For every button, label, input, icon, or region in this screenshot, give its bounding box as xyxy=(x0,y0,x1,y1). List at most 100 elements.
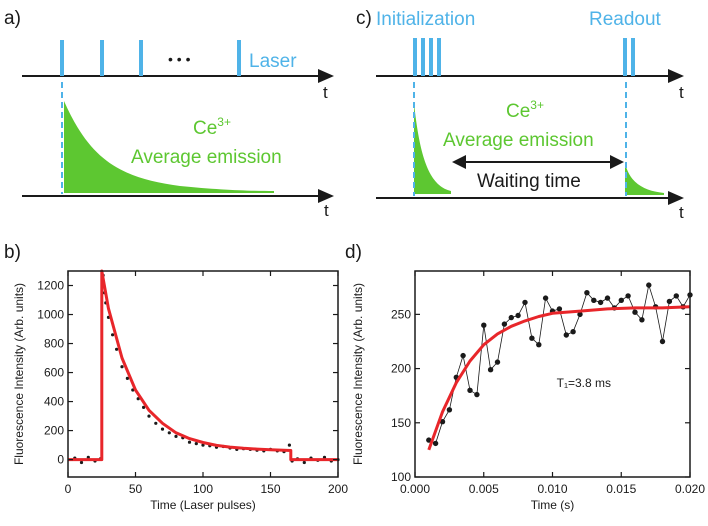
waiting-time-label: Waiting time xyxy=(477,171,581,192)
laser-axis-arrowhead xyxy=(318,69,334,83)
data-point xyxy=(646,282,652,288)
panel-c-label: c) xyxy=(356,8,372,29)
emission-axis-arrowhead-c xyxy=(668,191,684,205)
pulse-axis-arrowhead xyxy=(668,69,684,83)
data-point xyxy=(154,421,158,425)
ellipsis-dots: • • • xyxy=(168,51,191,67)
y-axis-label: Fluorescence Intensity (Arb. units) xyxy=(351,283,365,465)
initialization-label: Initialization xyxy=(376,9,475,30)
readout-pulse xyxy=(631,38,635,76)
laser-pulse xyxy=(237,40,241,76)
fit-curve xyxy=(68,269,338,462)
data-point xyxy=(125,376,129,380)
readout-pulse xyxy=(623,38,627,76)
pulse-axis-t-label: t xyxy=(679,83,684,102)
x-tick-label: 200 xyxy=(328,482,348,496)
data-point xyxy=(467,387,473,393)
data-point xyxy=(201,443,205,447)
data-point xyxy=(536,342,542,348)
emission-axis-t-label: t xyxy=(324,201,329,220)
data-point xyxy=(604,295,611,301)
data-point xyxy=(591,297,597,303)
data-point xyxy=(542,295,549,301)
laser-pulse xyxy=(100,40,104,76)
data-point xyxy=(481,322,487,328)
data-point xyxy=(439,419,446,425)
data-point xyxy=(111,333,115,337)
data-point xyxy=(194,442,198,446)
data-point xyxy=(494,359,501,365)
x-tick-label: 0.010 xyxy=(537,482,567,496)
waiting-time-arrow-right-head xyxy=(610,155,624,169)
data-point xyxy=(508,314,514,321)
data-point xyxy=(563,332,569,338)
data-point xyxy=(79,460,84,465)
data-point xyxy=(142,405,146,409)
x-tick-label: 0.005 xyxy=(469,482,499,496)
data-point xyxy=(515,312,521,319)
plot-frame xyxy=(414,270,691,478)
data-point xyxy=(659,338,666,345)
readout-label: Readout xyxy=(589,9,662,30)
readout-emission-decay-area xyxy=(625,163,664,195)
y-tick-label: 600 xyxy=(44,366,64,380)
y-tick-label: 1200 xyxy=(37,279,64,293)
data-point xyxy=(522,299,528,306)
chart-b: b) 0 50 100 150 200 0 200 400 600 800 1000 1200 Time … xyxy=(4,242,348,512)
y-tick-label: 200 xyxy=(44,424,64,438)
data-point xyxy=(302,460,306,465)
data-point xyxy=(673,293,679,299)
data-point xyxy=(666,298,673,305)
data-point xyxy=(556,306,563,312)
data-point xyxy=(570,329,576,335)
chart-d: d) 0.000 0.005 0.010 0.015 0.020 100 150 200 250 T… xyxy=(345,242,705,512)
data-point xyxy=(187,440,192,444)
fit-annotation: T₁=3.8 ms xyxy=(557,376,611,390)
y-tick-label: 200 xyxy=(391,362,411,376)
data-point xyxy=(115,347,119,351)
data-point xyxy=(446,407,453,413)
emission-decay-area xyxy=(64,101,274,193)
data-point xyxy=(432,440,439,447)
fit-curve xyxy=(427,305,691,451)
x-tick-label: 0.020 xyxy=(675,482,705,496)
panel-c: c) Initialization Readout t t Ce3+ Avera… xyxy=(356,8,684,222)
data-point xyxy=(618,297,624,303)
data-point xyxy=(147,414,151,418)
y-tick-label: 800 xyxy=(44,337,64,351)
data-point xyxy=(501,321,508,327)
data-point xyxy=(597,299,604,306)
panel-label: d) xyxy=(345,242,362,263)
y-tick-label: 150 xyxy=(391,416,411,430)
laser-pulse xyxy=(139,40,143,76)
y-axis-label: Fluorescence Intensity (Arb. units) xyxy=(12,283,26,465)
initialization-pulse xyxy=(437,38,441,76)
data-point xyxy=(529,335,535,341)
data-point xyxy=(287,443,291,447)
x-tick-label: 0 xyxy=(65,482,72,496)
data-point xyxy=(639,317,645,323)
data-point xyxy=(625,293,631,299)
x-axis-label: Time (Laser pulses) xyxy=(150,498,256,512)
x-tick-label: 0.000 xyxy=(400,482,430,496)
data-point xyxy=(426,437,432,443)
emission-axis-arrowhead xyxy=(318,189,334,203)
data-point xyxy=(577,311,583,318)
emission-species-label: Ce3+ xyxy=(193,115,231,139)
emission-species-label-c: Ce3+ xyxy=(506,98,544,122)
emission-description-label: Average emission xyxy=(131,147,282,168)
laser-label: Laser xyxy=(249,51,297,72)
x-axis-label: Time (s) xyxy=(531,498,575,512)
y-tick-label: 100 xyxy=(391,470,411,484)
waiting-time-arrow-left-head xyxy=(452,155,466,169)
panel-a: a) t • • • Laser t Ce3+ Average emission xyxy=(4,8,334,220)
y-tick-label: 1000 xyxy=(37,308,64,322)
laser-axis-t-label: t xyxy=(323,83,328,102)
data-point xyxy=(474,391,480,398)
x-tick-label: 150 xyxy=(260,482,280,496)
x-tick-label: 50 xyxy=(129,482,143,496)
data-point xyxy=(160,427,165,431)
panel-a-label: a) xyxy=(4,8,21,29)
data-point xyxy=(487,367,494,373)
